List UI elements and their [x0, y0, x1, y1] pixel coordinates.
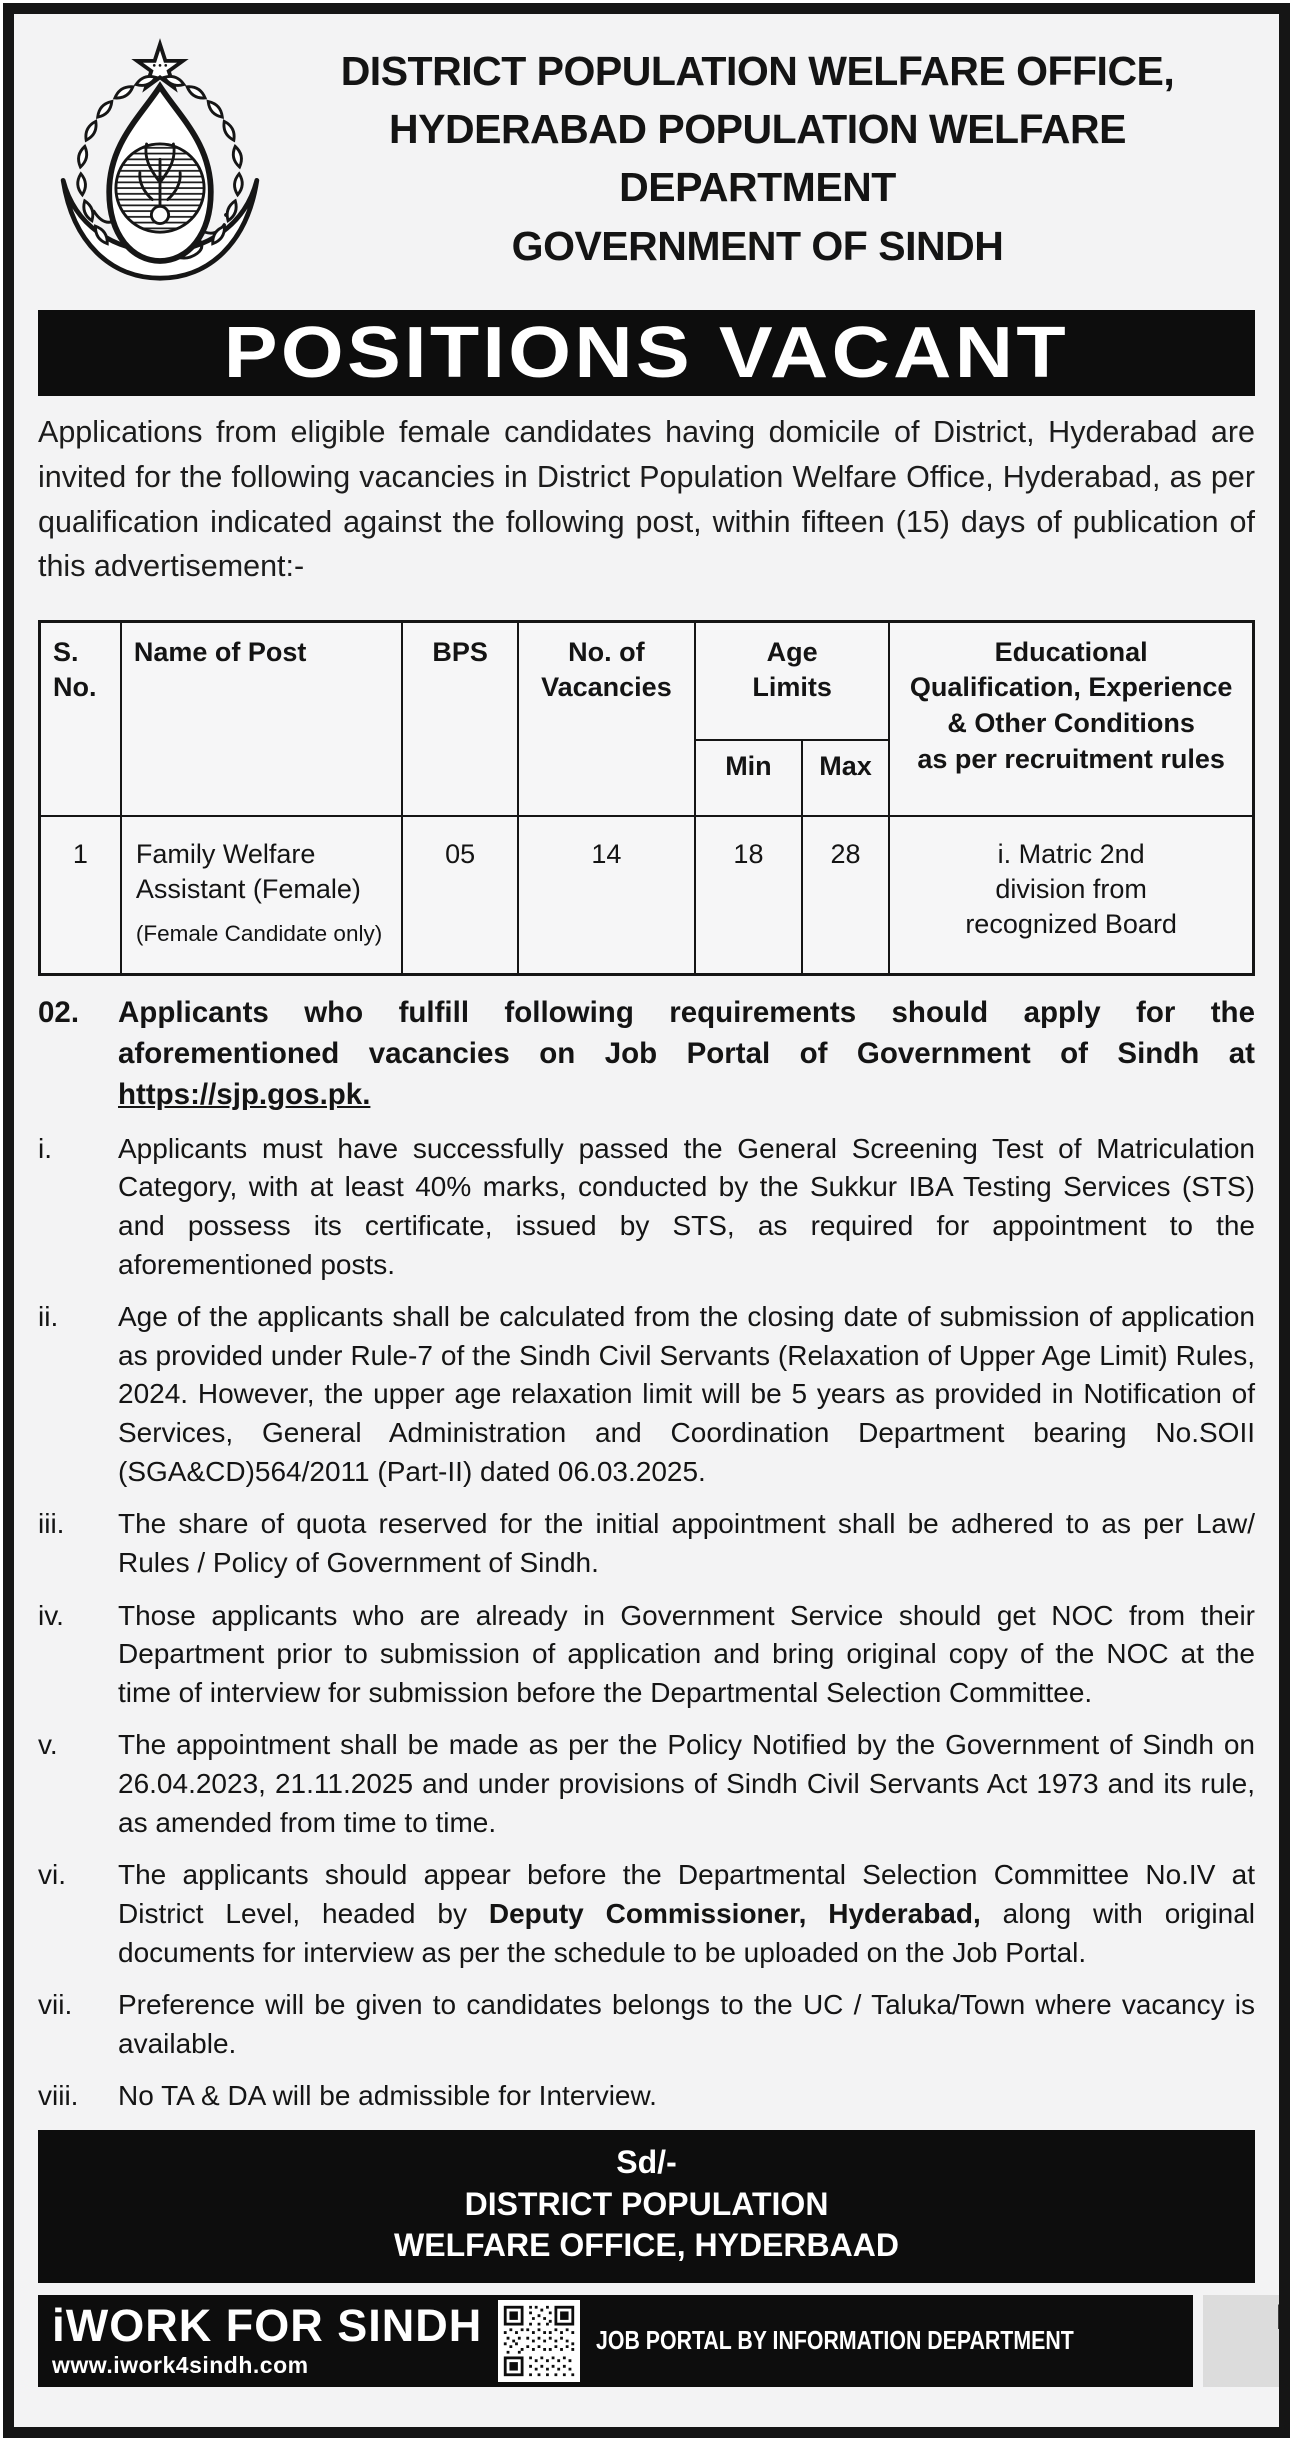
clause-vii: vii. Preference will be given to candida…: [38, 1986, 1255, 2063]
ref-label: INF-KRY No.: [1275, 2297, 1286, 2337]
sindh-government-emblem-icon: [60, 38, 260, 281]
clauses: 02. Applicants who fulfill following req…: [38, 992, 1255, 2116]
intro-paragraph: Applications from eligible female candid…: [38, 415, 1255, 584]
clause-02-text: Applicants who fulfill following require…: [118, 995, 1255, 1071]
clause-viii: viii. No TA & DA will be admissible for …: [38, 2077, 1255, 2116]
clause-number: v.: [38, 1729, 58, 1761]
cell-sno: 1: [38, 814, 122, 976]
brand-stack: iWORK FOR SINDH www.iwork4sindh.com: [52, 2302, 482, 2379]
vacancy-table: S. No. Name of Post BPS No. of Vacancies…: [38, 619, 1255, 976]
cell-age-min: 18: [694, 814, 803, 976]
clause-text: No TA & DA will be admissible for Interv…: [118, 2080, 657, 2112]
clause-number: ii.: [38, 1301, 59, 1333]
title-line-4: GOVERNMENT OF SINDH: [511, 222, 1004, 269]
cell-qualification: i. Matric 2nd division from recognized B…: [888, 814, 1255, 976]
col-header-bps: BPS: [401, 620, 519, 817]
clause-text: The applicants should appear before the …: [118, 1856, 1255, 1972]
sjp-portal-link[interactable]: https://sjp.gos.pk.: [118, 1078, 371, 1112]
cell-vacancies: 14: [516, 814, 697, 976]
signature-block: Sd/- DISTRICT POPULATION WELFARE OFFICE,…: [38, 2130, 1255, 2283]
positions-vacant-banner: POSITIONS VACANT: [38, 310, 1255, 396]
clause-iii: iii. The share of quota reserved for the…: [38, 1505, 1255, 1582]
cell-post: Family Welfare Assistant (Female) (Femal…: [119, 814, 404, 976]
clause-text: Applicants who fulfill following require…: [118, 992, 1255, 1116]
clause-iv: iv. Those applicants who are already in …: [38, 1597, 1255, 1713]
clause-text: Those applicants who are already in Gove…: [118, 1599, 1255, 1708]
clause-text: Age of the applicants shall be calculate…: [118, 1301, 1255, 1487]
iworkforsindh-logo: iWORK FOR SINDH: [52, 2302, 482, 2348]
advert-frame: DISTRICT POPULATION WELFARE OFFICE, HYDE…: [3, 3, 1290, 2438]
col-header-qualification: Educational Qualification, Experience & …: [888, 620, 1255, 817]
clause-02: 02. Applicants who fulfill following req…: [38, 992, 1255, 1116]
clause-text: Preference will be given to candidates b…: [118, 1989, 1255, 2059]
col-header-age-limits: Age Limits: [694, 620, 891, 741]
signature-office-line-2: WELFARE OFFICE, HYDERBAAD: [394, 2227, 899, 2264]
clause-vi-pre: The applicants should appear before the …: [118, 1859, 1255, 1929]
iworkforsindh-banner: iWORK FOR SINDH www.iwork4sindh.com JOB …: [38, 2294, 1193, 2387]
col-header-age-min: Min: [694, 738, 803, 817]
job-portal-tagline: JOB PORTAL BY INFORMATION DEPARTMENT: [596, 2325, 1075, 2356]
signature-office-line-1: DISTRICT POPULATION: [464, 2185, 829, 2222]
col-header-age-max: Max: [800, 738, 891, 817]
col-header-vacancies: No. of Vacancies: [516, 620, 697, 817]
col-header-sno: S. No.: [38, 620, 122, 817]
advertisement-ref-badge: INF-KRY No. 768/26: [1202, 2294, 1286, 2387]
brand-text: WORK FOR SINDH: [65, 2300, 483, 2352]
clause-number: viii.: [38, 2080, 79, 2112]
cell-age-max: 28: [800, 814, 891, 976]
brand-i: i: [52, 2299, 66, 2352]
title-line-3: DEPARTMENT: [619, 164, 896, 211]
clause-number: 02.: [38, 995, 80, 1029]
table-row: 1 Family Welfare Assistant (Female) (Fem…: [38, 814, 1255, 976]
header: DISTRICT POPULATION WELFARE OFFICE, HYDE…: [38, 14, 1255, 302]
clause-text: The appointment shall be made as per the…: [118, 1729, 1255, 1838]
iwork4sindh-url: www.iwork4sindh.com: [52, 2352, 309, 2379]
post-name: Family Welfare Assistant (Female): [135, 838, 361, 904]
clause-number: vi.: [38, 1859, 66, 1891]
footer: iWORK FOR SINDH www.iwork4sindh.com JOB …: [38, 2294, 1279, 2387]
clause-text: Applicants must have successfully passed…: [118, 1132, 1255, 1280]
clause-number: iii.: [38, 1508, 65, 1540]
banner-text: POSITIONS VACANT: [223, 313, 1070, 393]
clause-number: i.: [38, 1132, 52, 1164]
clause-vi: vi. The applicants should appear before …: [38, 1856, 1255, 1972]
col-header-post: Name of Post: [119, 620, 404, 817]
cell-bps: 05: [401, 814, 519, 976]
office-title: DISTRICT POPULATION WELFARE OFFICE, HYDE…: [276, 42, 1249, 275]
title-line-2: HYDERABAD POPULATION WELFARE: [389, 106, 1126, 153]
clause-vi-post: along with original documents for interv…: [118, 1897, 1255, 1968]
post-note: (Female Candidate only): [135, 921, 383, 946]
clause-number: iv.: [38, 1599, 64, 1631]
clause-vi-bold: Deputy Commissioner, Hyderabad,: [488, 1897, 981, 1929]
clause-v: v. The appointment shall be made as per …: [38, 1726, 1255, 1842]
title-line-1: DISTRICT POPULATION WELFARE OFFICE,: [340, 48, 1175, 94]
clause-number: vii.: [38, 1989, 73, 2021]
qr-code-icon: [498, 2299, 581, 2382]
clause-text: The share of quota reserved for the init…: [118, 1508, 1255, 1578]
signature-sd: Sd/-: [616, 2144, 677, 2181]
clause-ii: ii. Age of the applicants shall be calcu…: [38, 1298, 1255, 1491]
clause-i: i. Applicants must have successfully pas…: [38, 1130, 1255, 1285]
